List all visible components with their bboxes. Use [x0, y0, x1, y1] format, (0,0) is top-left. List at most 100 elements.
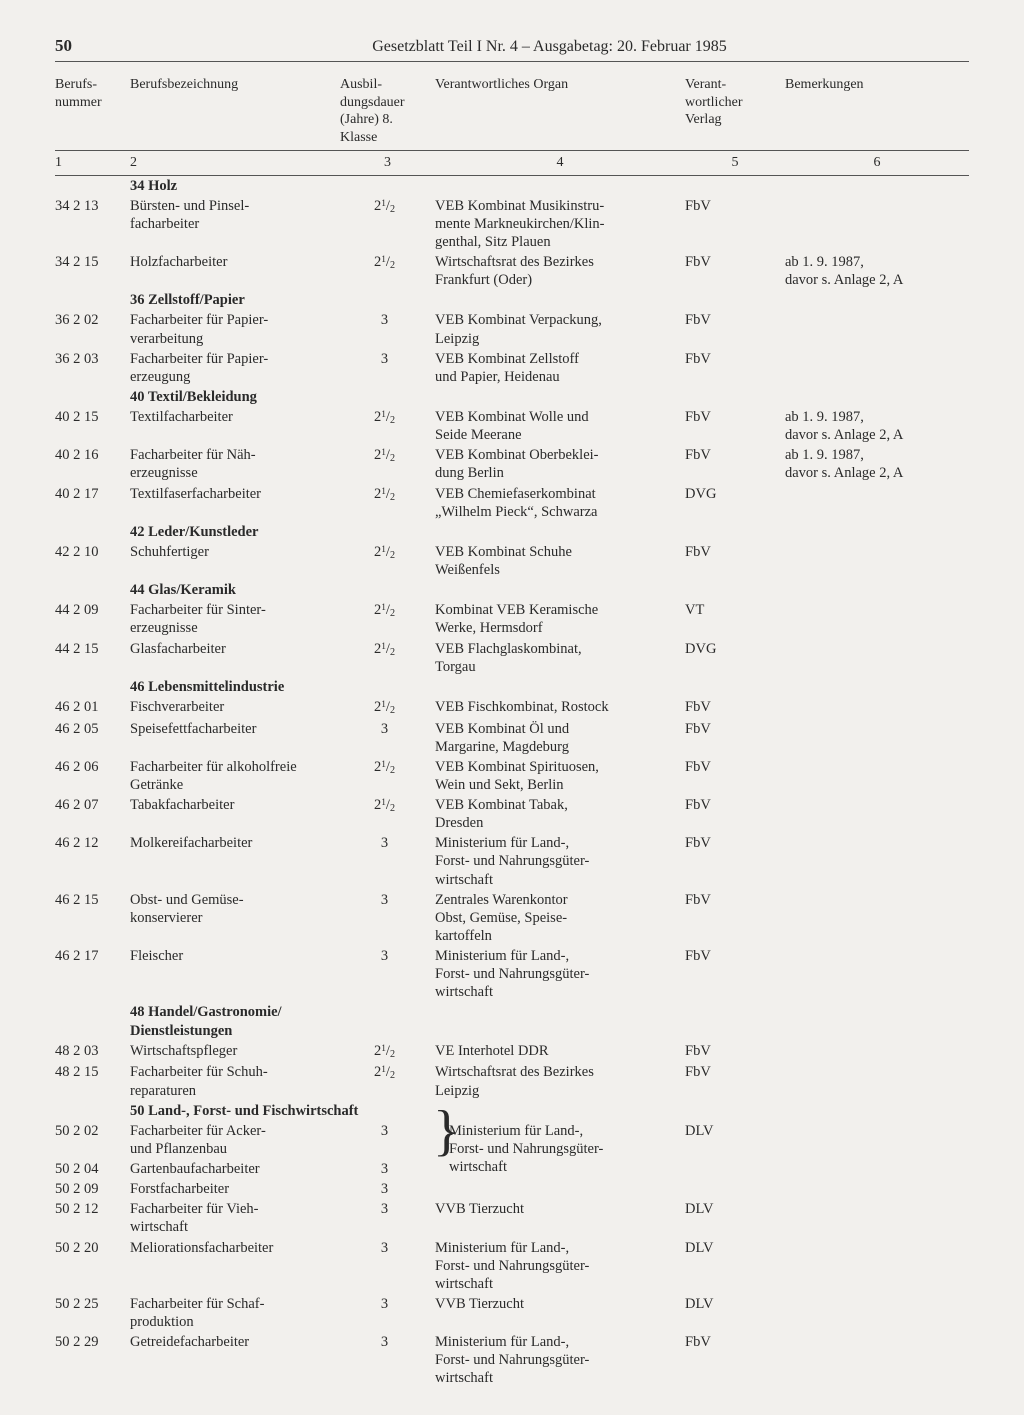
cell-organ: Ministerium für Land-,Forst- und Nahrung…	[435, 833, 685, 889]
table-row: 46 2 15Obst- und Gemüse-konservierer3Zen…	[55, 890, 969, 946]
cell-remarks: ab 1. 9. 1987,davor s. Anlage 2, A	[785, 407, 969, 445]
cell-name: Facharbeiter für Sinter-erzeugnisse	[130, 600, 340, 638]
cell-duration: 3	[340, 890, 435, 946]
section-heading-row: 42 Leder/Kunstleder	[55, 522, 969, 542]
cell-number: 44 2 09	[55, 600, 130, 638]
cell-number: 48 2 15	[55, 1062, 130, 1100]
table-row: 46 2 01Fischverarbeiter21/2VEB Fischkomb…	[55, 697, 969, 719]
table-row: 40 2 15Textilfacharbeiter21/2VEB Kombina…	[55, 407, 969, 445]
cell-name: Holzfacharbeiter	[130, 252, 340, 290]
cell-verlag: VT	[685, 600, 785, 638]
cell-number: 46 2 12	[55, 833, 130, 889]
cell-organ: VEB Chemiefaserkombinat„Wilhelm Pieck“, …	[435, 484, 685, 522]
table-row: 40 2 16Facharbeiter für Näh-erzeugnisse2…	[55, 445, 969, 483]
cell-number: 46 2 15	[55, 890, 130, 946]
cell-remarks	[785, 1294, 969, 1332]
section-label: 44 Glas/Keramik	[130, 582, 236, 598]
col-num-6: 6	[785, 151, 969, 176]
cell-duration: 21/2	[340, 542, 435, 580]
cell-verlag: DVG	[685, 484, 785, 522]
cell-number: 46 2 07	[55, 795, 130, 833]
cell-number: 36 2 02	[55, 310, 130, 348]
cell-number: 42 2 10	[55, 542, 130, 580]
col-num-5: 5	[685, 151, 785, 176]
cell-organ: VVB Tierzucht	[435, 1294, 685, 1332]
section-heading-row: 48 Handel/Gastronomie/Dienstleistungen	[55, 1002, 969, 1040]
cell-remarks	[785, 196, 969, 252]
table-row: 34 2 15Holzfacharbeiter21/2Wirtschaftsra…	[55, 252, 969, 290]
cell-duration: 21/2	[340, 757, 435, 795]
cell-verlag: FbV	[685, 719, 785, 757]
section-label: 46 Lebensmittelindustrie	[130, 679, 284, 695]
cell-remarks	[785, 600, 969, 638]
cell-remarks	[785, 946, 969, 1002]
cell-number: 44 2 15	[55, 639, 130, 677]
cell-verlag: FbV	[685, 349, 785, 387]
cell-name: Wirtschaftspfleger	[130, 1041, 340, 1063]
cell-organ: Wirtschaftsrat des BezirkesFrankfurt (Od…	[435, 252, 685, 290]
cell-number: 46 2 17	[55, 946, 130, 1002]
cell-verlag: FbV	[685, 252, 785, 290]
cell-name: Facharbeiter für Näh-erzeugnisse	[130, 445, 340, 483]
cell-remarks	[785, 757, 969, 795]
cell-name: Speisefettfacharbeiter	[130, 719, 340, 757]
table-row: 46 2 06Facharbeiter für alkoholfreieGetr…	[55, 757, 969, 795]
table-row: 50 2 29Getreidefacharbeiter3Ministerium …	[55, 1332, 969, 1388]
cell-duration: 21/2	[340, 1062, 435, 1100]
cell-number: 34 2 13	[55, 196, 130, 252]
section-heading-row: 36 Zellstoff/Papier	[55, 290, 969, 310]
table-row: 50 2 02Facharbeiter für Acker-und Pflanz…	[55, 1121, 969, 1159]
table-row: 50 2 25Facharbeiter für Schaf-produktion…	[55, 1294, 969, 1332]
table-row: 46 2 07Tabakfacharbeiter21/2VEB Kombinat…	[55, 795, 969, 833]
cell-number: 34 2 15	[55, 252, 130, 290]
cell-verlag: DLV	[685, 1238, 785, 1294]
cell-duration: 3	[340, 1294, 435, 1332]
cell-organ: Ministerium für Land-,Forst- und Nahrung…	[435, 946, 685, 1002]
cell-remarks	[785, 1062, 969, 1100]
table-header-row: Berufs- nummer Berufsbezeichnung Ausbil-…	[55, 72, 969, 151]
cell-remarks	[785, 1238, 969, 1294]
cell-name: Fischverarbeiter	[130, 697, 340, 719]
cell-remarks	[785, 890, 969, 946]
cell-remarks	[785, 310, 969, 348]
col-header-4: Verantwortliches Organ	[435, 72, 685, 151]
cell-duration: 3	[340, 1121, 435, 1159]
cell-name: Gartenbaufacharbeiter	[130, 1159, 340, 1179]
cell-verlag: FbV	[685, 445, 785, 483]
col-num-2: 2	[130, 151, 340, 176]
table-row: 36 2 03Facharbeiter für Papier-erzeugung…	[55, 349, 969, 387]
cell-number: 40 2 17	[55, 484, 130, 522]
col-header-1: Berufs- nummer	[55, 72, 130, 151]
cell-remarks	[785, 1159, 969, 1179]
cell-name: Facharbeiter für Vieh-wirtschaft	[130, 1199, 340, 1237]
section-label: 40 Textil/Bekleidung	[130, 389, 257, 405]
table-body: 34 Holz34 2 13Bürsten- und Pinsel-fachar…	[55, 175, 969, 1389]
cell-name: Bürsten- und Pinsel-facharbeiter	[130, 196, 340, 252]
cell-name: Textilfaserfacharbeiter	[130, 484, 340, 522]
cell-organ: VEB Flachglaskombinat,Torgau	[435, 639, 685, 677]
cell-remarks	[785, 795, 969, 833]
cell-name: Molkereifacharbeiter	[130, 833, 340, 889]
cell-verlag: DVG	[685, 639, 785, 677]
cell-verlag: FbV	[685, 697, 785, 719]
col-num-1: 1	[55, 151, 130, 176]
occupations-table: Berufs- nummer Berufsbezeichnung Ausbil-…	[55, 72, 969, 1389]
cell-organ: VEB Kombinat Spirituosen,Wein und Sekt, …	[435, 757, 685, 795]
cell-duration: 21/2	[340, 1041, 435, 1063]
section-heading-row: 44 Glas/Keramik	[55, 580, 969, 600]
cell-verlag: FbV	[685, 196, 785, 252]
cell-verlag: DLV	[685, 1199, 785, 1237]
cell-organ: VEB Kombinat Tabak,Dresden	[435, 795, 685, 833]
cell-number: 50 2 20	[55, 1238, 130, 1294]
cell-number: 50 2 25	[55, 1294, 130, 1332]
table-row: 50 2 12Facharbeiter für Vieh-wirtschaft3…	[55, 1199, 969, 1237]
cell-number: 46 2 01	[55, 697, 130, 719]
cell-number: 46 2 05	[55, 719, 130, 757]
table-row: 42 2 10Schuhfertiger21/2VEB Kombinat Sch…	[55, 542, 969, 580]
cell-name: Facharbeiter für Papier-verarbeitung	[130, 310, 340, 348]
cell-organ: VEB Kombinat Verpackung,Leipzig	[435, 310, 685, 348]
cell-name: Fleischer	[130, 946, 340, 1002]
cell-organ: Zentrales WarenkontorObst, Gemüse, Speis…	[435, 890, 685, 946]
cell-duration: 21/2	[340, 697, 435, 719]
cell-verlag: FbV	[685, 1062, 785, 1100]
